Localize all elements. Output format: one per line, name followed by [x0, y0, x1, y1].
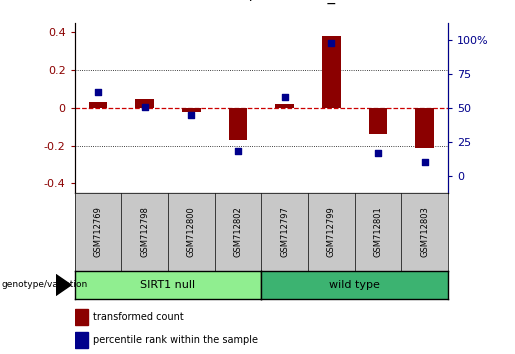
Point — [234, 149, 242, 154]
Point — [187, 112, 196, 118]
Point — [141, 104, 149, 109]
Bar — [369, 108, 387, 135]
Text: GSM712769: GSM712769 — [94, 206, 102, 257]
Text: GSM712801: GSM712801 — [373, 206, 383, 257]
Polygon shape — [56, 274, 71, 296]
Text: SIRT1 null: SIRT1 null — [141, 280, 196, 290]
Text: percentile rank within the sample: percentile rank within the sample — [93, 335, 258, 346]
Text: GSM712799: GSM712799 — [327, 206, 336, 257]
Bar — [416, 108, 434, 148]
Text: GSM712802: GSM712802 — [233, 206, 243, 257]
Bar — [229, 108, 247, 140]
Text: genotype/variation: genotype/variation — [1, 280, 87, 290]
Point — [374, 150, 382, 156]
Point — [327, 40, 335, 46]
Bar — [276, 104, 294, 108]
FancyBboxPatch shape — [75, 332, 88, 348]
Text: GSM712803: GSM712803 — [420, 206, 429, 257]
Text: GSM712798: GSM712798 — [140, 206, 149, 257]
Bar — [182, 108, 201, 112]
Point — [281, 94, 289, 100]
FancyBboxPatch shape — [75, 309, 88, 325]
Bar — [322, 36, 341, 108]
Bar — [89, 102, 107, 108]
Text: GDS4895 / 1422956_at: GDS4895 / 1422956_at — [173, 0, 350, 4]
Text: GSM712797: GSM712797 — [280, 206, 289, 257]
Text: wild type: wild type — [329, 280, 380, 290]
Point — [421, 160, 429, 165]
Point — [94, 89, 102, 95]
Bar — [135, 98, 154, 108]
Text: transformed count: transformed count — [93, 312, 183, 322]
Text: GSM712800: GSM712800 — [187, 206, 196, 257]
